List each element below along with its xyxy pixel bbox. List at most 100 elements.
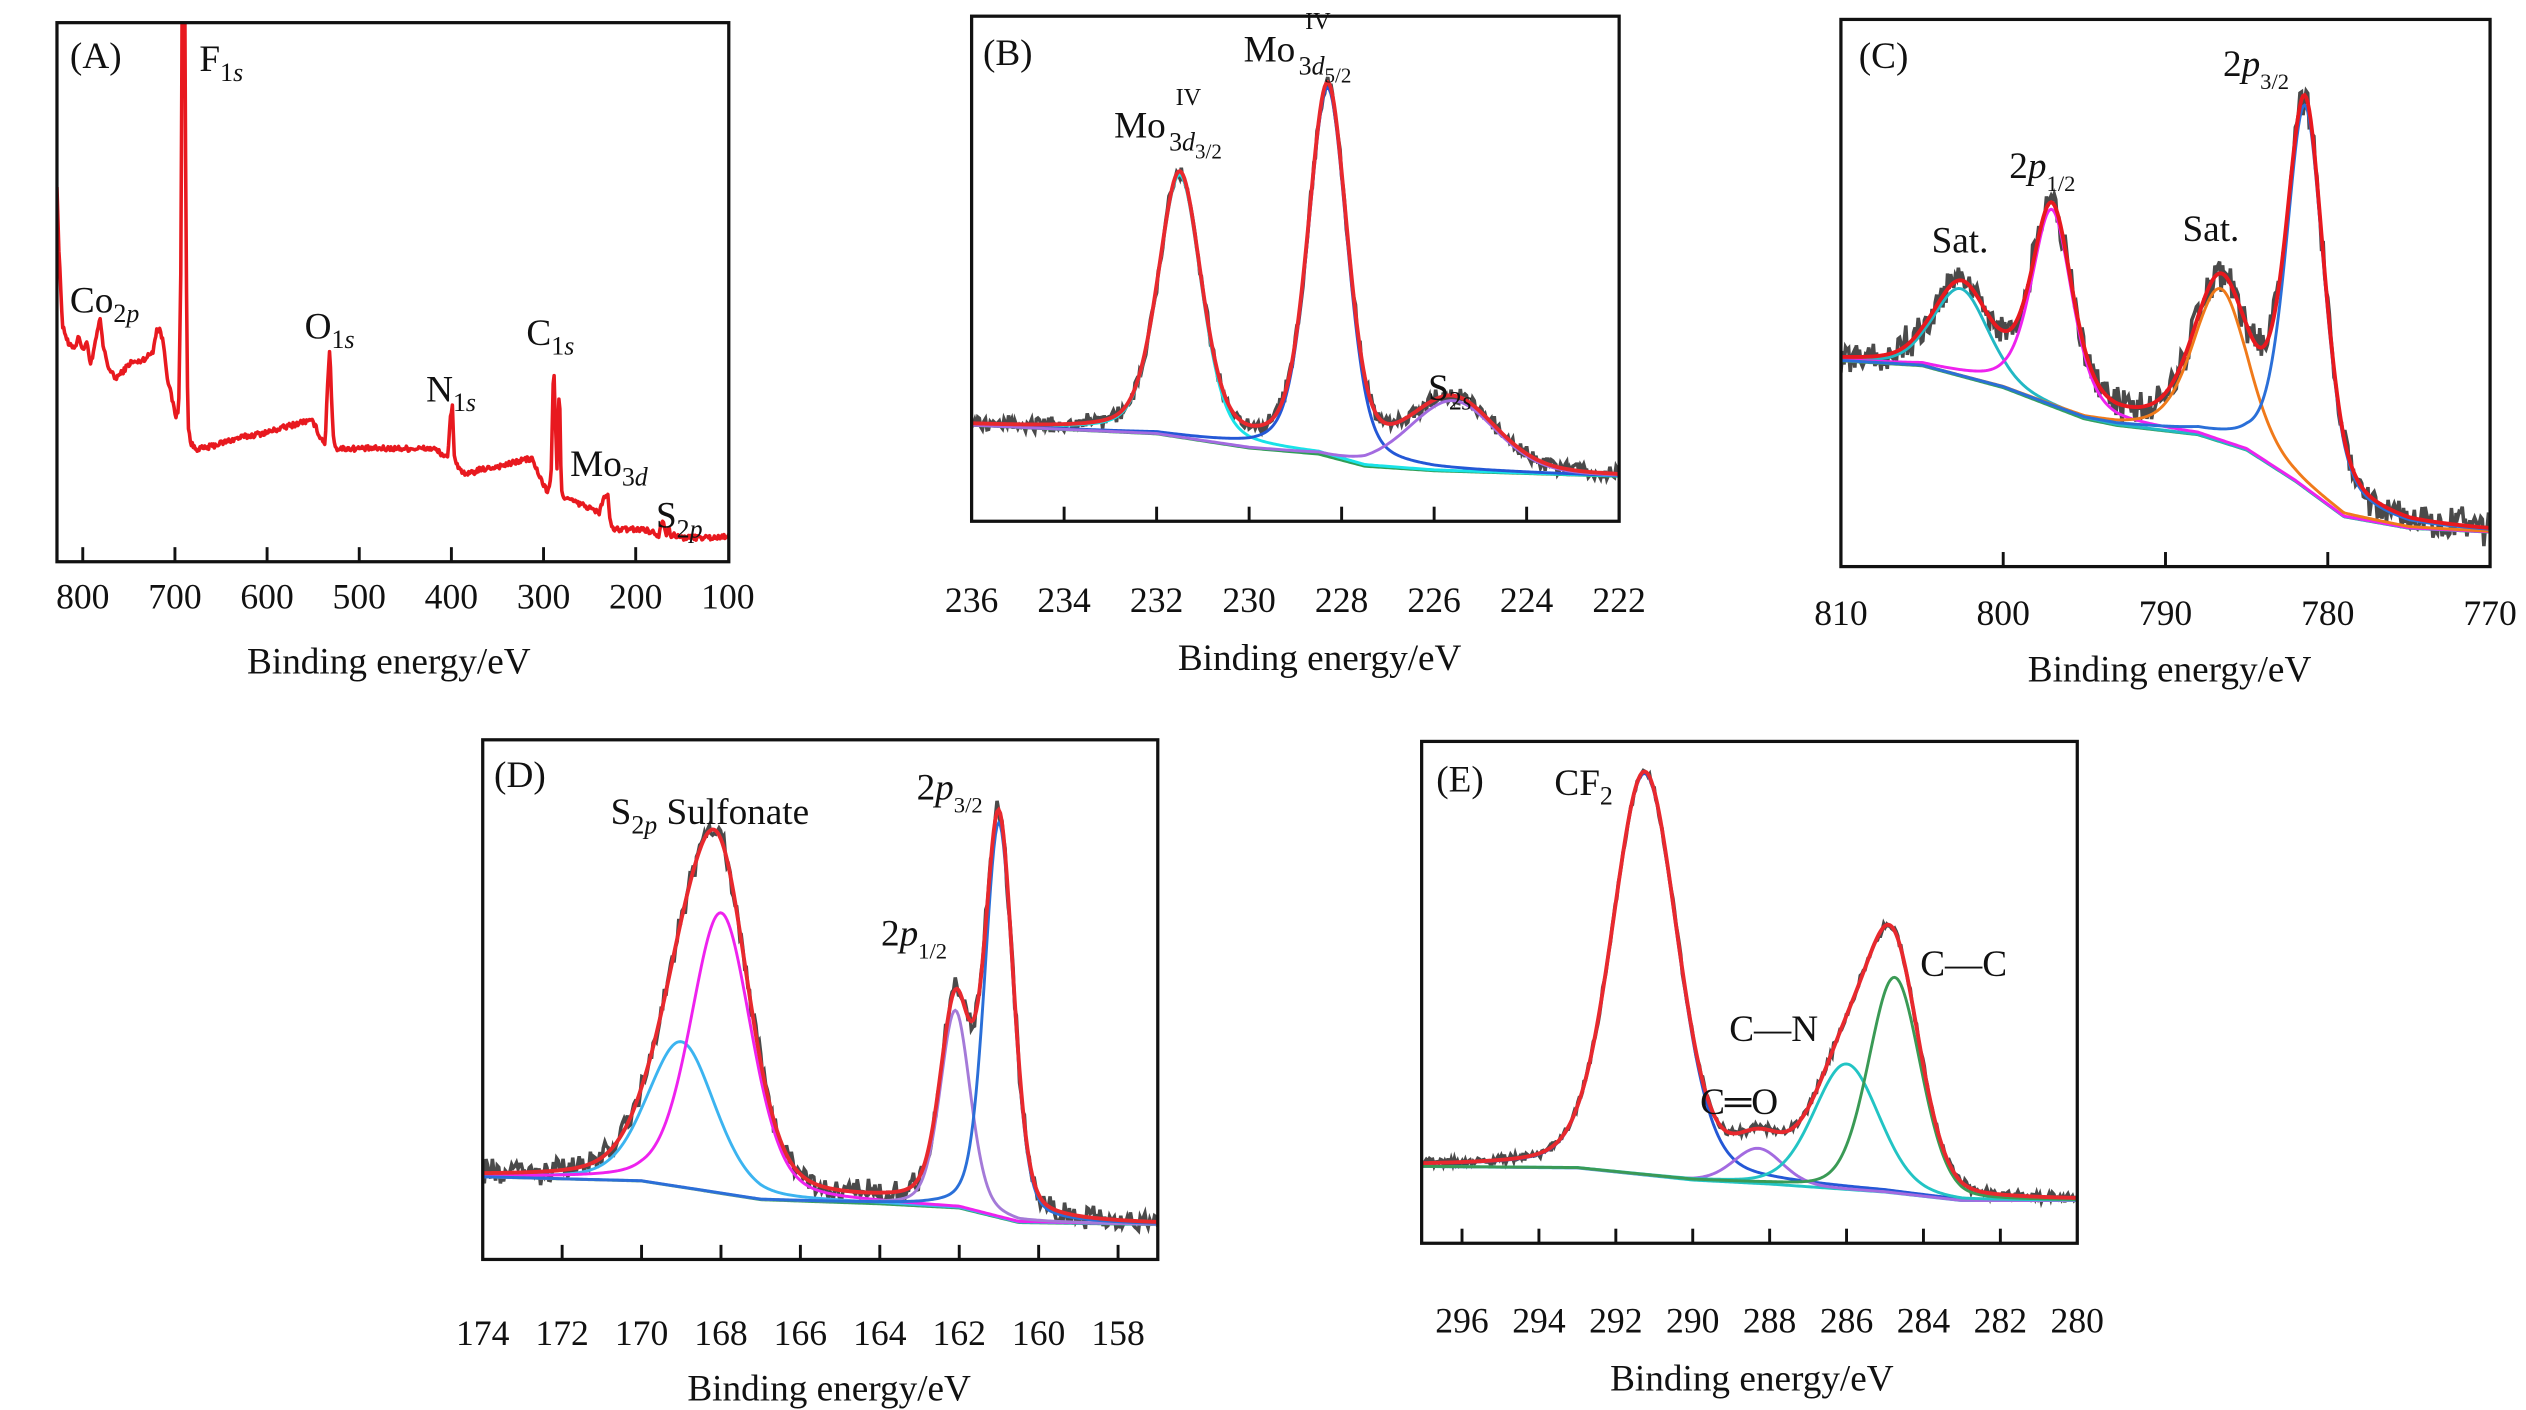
component-peak-4	[1840, 103, 2491, 531]
x-tick-label: 174	[456, 1313, 510, 1353]
panel-b: 236 234 232 230 228 226 224 222 Binding energy/e…	[945, 8, 1646, 679]
peak-annotation: N1s	[426, 369, 476, 417]
component-peak-1	[482, 1040, 1158, 1226]
plot-frame	[481, 738, 1160, 1262]
x-tick-label: 234	[1037, 580, 1091, 620]
fit-envelope-line	[1421, 769, 2078, 1200]
x-axis-title: Binding energy/eV	[2028, 650, 2312, 691]
peak-annotation: Mo3d	[570, 444, 649, 492]
x-tick-label: 228	[1315, 580, 1368, 620]
component-peak-3	[1840, 286, 2491, 533]
plot-area	[971, 76, 1620, 486]
x-tick-label: 162	[933, 1313, 986, 1353]
panel-e: 296 294 292 290 288 286 284 282 280 Binding energ…	[1420, 739, 2104, 1400]
plot-area	[1840, 86, 2491, 547]
panel-label: (A)	[70, 36, 122, 77]
panel-label: (C)	[1859, 36, 1909, 77]
peak-annotation: C—C	[1920, 944, 2007, 985]
component-peak-1	[1840, 287, 2491, 534]
peak-annotation: 2p3/2	[917, 768, 983, 818]
fit-envelope-line	[482, 806, 1158, 1224]
x-axis-title: Binding energy/eV	[687, 1368, 971, 1409]
peak-annotation: C—N	[1729, 1009, 1818, 1050]
raw-data-line	[1421, 768, 2078, 1209]
x-tick-label: 236	[945, 580, 998, 620]
peak-annotation: Sat.	[1932, 221, 1989, 262]
x-tick-label: 770	[2463, 593, 2516, 633]
x-axis-title: Binding energy/eV	[247, 641, 531, 682]
panel-label: (E)	[1436, 760, 1484, 801]
x-tick-label: 222	[1592, 580, 1645, 620]
x-tick-label: 294	[1512, 1300, 1566, 1340]
x-tick-label: 280	[2051, 1300, 2104, 1340]
x-tick-label: 230	[1222, 580, 1275, 620]
x-tick-label: 600	[240, 577, 293, 617]
peak-annotation: MoIV 3d5/2	[1244, 8, 1352, 87]
fit-envelope-line	[971, 79, 1620, 476]
peak-annotation: MoIV 3d3/2	[1114, 84, 1222, 163]
x-tick-label: 810	[1814, 593, 1867, 633]
peak-annotation: S2s	[1428, 368, 1472, 416]
x-tick-label: 282	[1974, 1300, 2027, 1340]
peak-annotation: Co2p	[70, 280, 139, 328]
x-tick-label: 100	[701, 577, 754, 617]
plot-area	[56, 22, 729, 542]
x-tick-label: 286	[1820, 1300, 1873, 1340]
x-tick-label: 800	[56, 577, 109, 617]
x-axis-title: Binding energy/eV	[1178, 638, 1462, 679]
panel-label: (B)	[983, 33, 1033, 74]
peak-annotation: O1s	[305, 306, 355, 354]
x-tick-label: 170	[615, 1313, 668, 1353]
peak-annotation: CF2	[1554, 763, 1612, 811]
plot-area	[1421, 768, 2078, 1209]
panel-label: (D)	[494, 755, 546, 796]
component-peak-2	[971, 85, 1620, 477]
x-tick-label: 284	[1897, 1300, 1951, 1340]
x-tick-label: 232	[1130, 580, 1183, 620]
x-tick-label: 290	[1666, 1300, 1719, 1340]
peak-annotation: F1s	[199, 39, 243, 87]
peak-annotation: S2p Sulfonate	[611, 792, 810, 840]
plot-area	[482, 800, 1158, 1235]
component-peak-3	[971, 399, 1620, 477]
plot-frame	[1839, 17, 2492, 569]
component-peak-4	[482, 819, 1158, 1225]
x-tick-label: 288	[1743, 1300, 1796, 1340]
plot-frame	[55, 21, 731, 564]
x-tick-label: 160	[1012, 1313, 1065, 1353]
x-tick-label: 790	[2139, 593, 2192, 633]
plot-frame	[1420, 739, 2079, 1245]
x-tick-label: 700	[148, 577, 201, 617]
x-tick-label: 226	[1407, 580, 1460, 620]
raw-data-line	[1840, 86, 2491, 547]
x-tick-label: 224	[1500, 580, 1554, 620]
x-tick-label: 164	[853, 1313, 907, 1353]
x-tick-label: 300	[517, 577, 570, 617]
raw-data-line	[971, 76, 1620, 486]
x-tick-label: 200	[609, 577, 662, 617]
x-tick-label: 292	[1589, 1300, 1642, 1340]
peak-annotation: 2p3/2	[2223, 44, 2289, 94]
component-peak-1	[1421, 772, 2078, 1202]
x-tick-label: 172	[535, 1313, 588, 1353]
x-axis-title: Binding energy/eV	[1610, 1359, 1894, 1400]
peak-annotation: 2p1/2	[881, 913, 947, 963]
component-peak-4	[1421, 975, 2078, 1201]
x-tick-label: 168	[694, 1313, 747, 1353]
fit-envelope-line	[1840, 92, 2491, 530]
peak-annotation: C1s	[526, 313, 574, 361]
x-tick-label: 158	[1091, 1313, 1144, 1353]
peak-annotation: Sat.	[2182, 209, 2239, 250]
x-tick-label: 400	[425, 577, 478, 617]
x-tick-label: 500	[333, 577, 386, 617]
peak-annotation: C═O	[1700, 1082, 1778, 1123]
survey-spectrum-line	[56, 22, 729, 542]
panel-a: 800 700 600 500 400 300 200 100 Binding energy/e…	[55, 21, 755, 682]
x-tick-label: 166	[774, 1313, 827, 1353]
plot-frame	[969, 14, 1621, 523]
x-tick-label: 800	[1976, 593, 2029, 633]
panel-d: 174 172 170 168 166 164 162 160 158 Binding energ…	[456, 738, 1160, 1409]
x-tick-label: 296	[1435, 1300, 1488, 1340]
peak-annotation: 2p1/2	[2009, 146, 2075, 196]
